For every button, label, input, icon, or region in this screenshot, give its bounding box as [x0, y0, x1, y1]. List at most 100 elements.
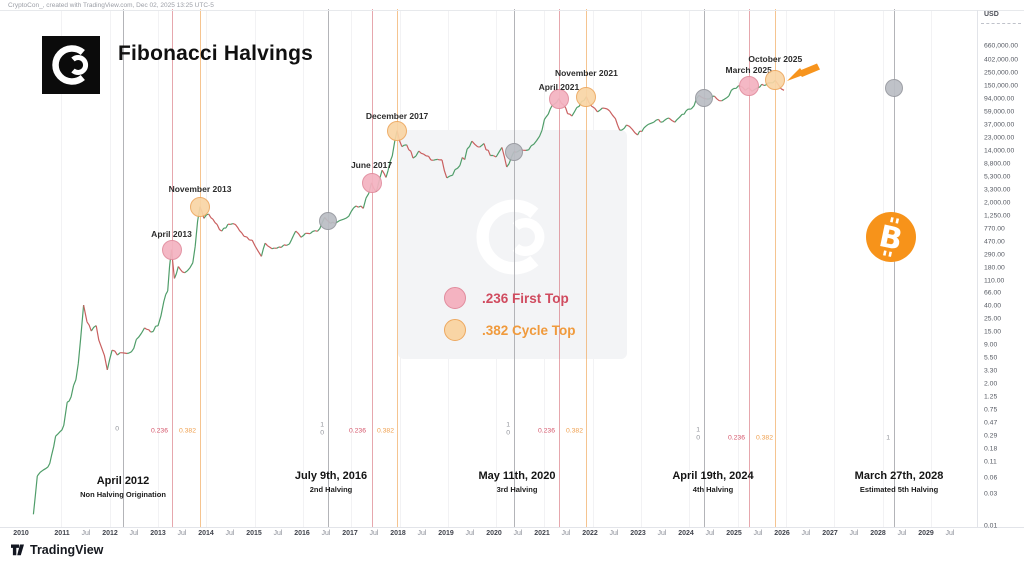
time-tick: 2011: [54, 530, 70, 537]
cycle-top-line: [775, 9, 777, 527]
cycle-top-line: [397, 9, 399, 527]
price-tick: 23,000.00: [984, 134, 1015, 142]
first-top-marker: [738, 76, 759, 97]
halving-line: [122, 9, 124, 527]
time-tick: Jul: [273, 530, 283, 537]
first-top-line: [371, 9, 373, 527]
time-tick: Jul: [561, 530, 571, 537]
fib-level-label: 0: [696, 434, 700, 442]
time-tick: 2024: [678, 530, 694, 537]
price-tick: 2,000.00: [984, 199, 1011, 207]
time-tick: Jul: [849, 530, 859, 537]
price-tick: 37,000.00: [984, 121, 1015, 129]
top-label: April 2013: [151, 229, 192, 239]
price-tick: 0.75: [984, 406, 998, 414]
time-tick: 2025: [726, 530, 742, 537]
fib-level-label: 0.236: [348, 427, 366, 435]
time-tick: Jul: [129, 530, 139, 537]
time-axis[interactable]: 2010 2011 Jul 2012 Jul 2013 Jul 2014 Jul 2015 Jul 2…: [0, 528, 976, 542]
fib-level-label: 0.382: [178, 427, 196, 435]
year-gridline: [737, 10, 739, 527]
price-axis[interactable]: 660,000.00 402,000.00 250,000.00 150,000.00…: [978, 10, 1024, 530]
time-tick: Jul: [81, 530, 91, 537]
year-gridline: [882, 10, 884, 527]
price-tick: 3.30: [984, 367, 998, 375]
price-tick: 5.50: [984, 354, 998, 362]
top-label: November 2021: [554, 68, 618, 78]
cycle-top-swatch: [444, 319, 466, 341]
time-tick: 2026: [774, 530, 790, 537]
year-gridline: [785, 10, 787, 527]
first-top-marker: [361, 172, 382, 193]
halving-date: April 2012: [96, 475, 150, 487]
time-tick: 2023: [630, 530, 646, 537]
price-tick: 0.47: [984, 419, 998, 427]
first-top-line: [171, 9, 173, 527]
cryptocon-logo-icon: [52, 45, 89, 85]
fib-level-label: 1: [696, 426, 700, 434]
time-tick: Jul: [897, 530, 907, 537]
top-label: December 2017: [365, 111, 429, 121]
tradingview-brand[interactable]: TradingView: [10, 543, 103, 557]
time-tick: Jul: [225, 530, 235, 537]
year-gridline: [109, 10, 111, 527]
time-tick: 2028: [870, 530, 886, 537]
price-tick: 1.25: [984, 393, 998, 401]
year-gridline: [641, 10, 642, 527]
time-tick: 2013: [150, 530, 166, 537]
halving-label: July 9th, 2016 2nd Halving: [295, 470, 367, 494]
price-tick: 5,300.00: [984, 173, 1011, 181]
time-tick: 2021: [534, 530, 550, 537]
time-tick: Jul: [465, 530, 475, 537]
cycle-top-marker: [765, 70, 786, 91]
year-gridline: [351, 10, 353, 527]
halving-date: May 11th, 2020: [478, 470, 556, 482]
fib-level-label: 0.382: [376, 427, 394, 435]
halving-line: [703, 9, 705, 527]
time-tick: 2016: [294, 530, 310, 537]
halving-label: March 27th, 2028 Estimated 5th Halving: [855, 470, 944, 494]
fib-level-label: 0.236: [727, 434, 745, 442]
year-gridline: [930, 10, 932, 527]
price-tick: 110.00: [984, 277, 1005, 285]
fib-level-label: 0: [506, 429, 510, 437]
price-tick: 3,300.00: [984, 186, 1011, 194]
halving-label: April 2012 Non Halving Origination: [80, 475, 166, 499]
time-tick: 2017: [342, 530, 358, 537]
tradingview-brand-label: TradingView: [30, 543, 104, 557]
price-tick: 250,000.00: [984, 69, 1019, 77]
fib-level-label: 1: [506, 421, 510, 429]
fib-level-label: 0.382: [755, 434, 773, 442]
fib-level-label: 0.236: [537, 427, 555, 435]
top-label: November 2013: [168, 184, 232, 194]
price-tick: 180.00: [984, 264, 1005, 272]
time-tick: 2018: [390, 530, 406, 537]
time-tick: Jul: [657, 530, 667, 537]
time-tick: Jul: [417, 530, 427, 537]
year-gridline: [689, 10, 691, 527]
price-tick: 402,000.00: [984, 56, 1019, 64]
time-tick: Jul: [753, 530, 763, 537]
halving-label: April 19th, 2024 4th Halving: [672, 470, 753, 494]
legend-label-first-top: .236 First Top: [482, 290, 569, 306]
halving-subtitle: 2nd Halving: [309, 484, 353, 494]
first-top-marker: [161, 239, 182, 260]
price-tick: 660,000.00: [984, 42, 1019, 50]
chart-top-border: [0, 10, 1024, 11]
year-gridline: [254, 10, 256, 527]
year-gridline: [302, 10, 304, 527]
halving-line: [513, 9, 515, 527]
top-label: April 2021: [538, 82, 580, 92]
year-gridline: [206, 10, 208, 527]
price-tick: 0.18: [984, 445, 998, 453]
time-tick: Jul: [609, 530, 619, 537]
price-tick: 2.00: [984, 380, 998, 388]
legend-item-cycle-top: .382 Cycle Top: [444, 319, 576, 341]
first-top-swatch: [444, 287, 466, 309]
price-tick: 8,800.00: [984, 160, 1011, 168]
price-tick: 1,250.00: [984, 212, 1011, 220]
price-tick: 0.06: [984, 474, 998, 482]
halving-price-marker: [504, 142, 523, 161]
time-tick: Jul: [177, 530, 187, 537]
